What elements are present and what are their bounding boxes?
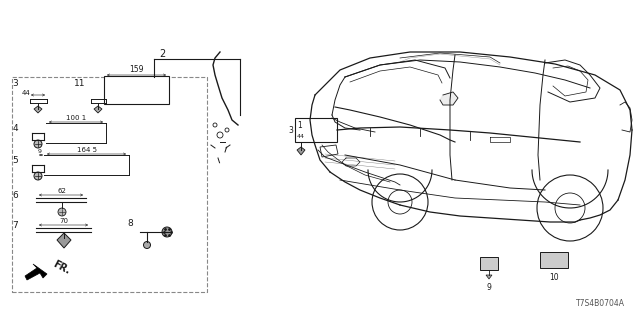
Text: 8: 8 (127, 219, 133, 228)
Bar (104, 76, 169, 104)
Text: 164 5: 164 5 (77, 147, 97, 153)
Polygon shape (440, 92, 458, 105)
Polygon shape (25, 264, 47, 280)
Bar (540, 252, 568, 268)
Text: 44: 44 (22, 90, 30, 96)
Text: 3: 3 (12, 79, 18, 88)
Text: 9: 9 (486, 283, 492, 292)
Text: 159: 159 (129, 65, 144, 74)
Text: 9: 9 (38, 149, 42, 154)
Text: 2: 2 (159, 49, 165, 59)
Polygon shape (297, 147, 305, 155)
Text: 11: 11 (74, 79, 85, 88)
Polygon shape (34, 106, 42, 113)
Text: 100 1: 100 1 (66, 115, 86, 121)
Polygon shape (57, 233, 71, 248)
Bar (295, 118, 337, 142)
Text: 62: 62 (58, 188, 67, 194)
Circle shape (58, 208, 66, 216)
Circle shape (34, 172, 42, 180)
Bar (12, 77, 207, 292)
Text: 70: 70 (60, 218, 68, 224)
Text: 4: 4 (12, 124, 18, 133)
Text: 5: 5 (12, 156, 18, 165)
Circle shape (143, 242, 150, 249)
Text: FR.: FR. (51, 260, 72, 276)
Text: T7S4B0704A: T7S4B0704A (576, 299, 625, 308)
Circle shape (34, 140, 42, 148)
Text: 7: 7 (12, 221, 18, 230)
Text: 44: 44 (297, 134, 305, 139)
Polygon shape (486, 275, 492, 279)
Bar (480, 257, 498, 270)
Text: 3: 3 (288, 125, 293, 134)
Polygon shape (94, 106, 102, 113)
Circle shape (162, 227, 172, 237)
Text: 1: 1 (297, 121, 301, 130)
Text: 10: 10 (549, 273, 559, 282)
Text: 6: 6 (12, 191, 18, 200)
